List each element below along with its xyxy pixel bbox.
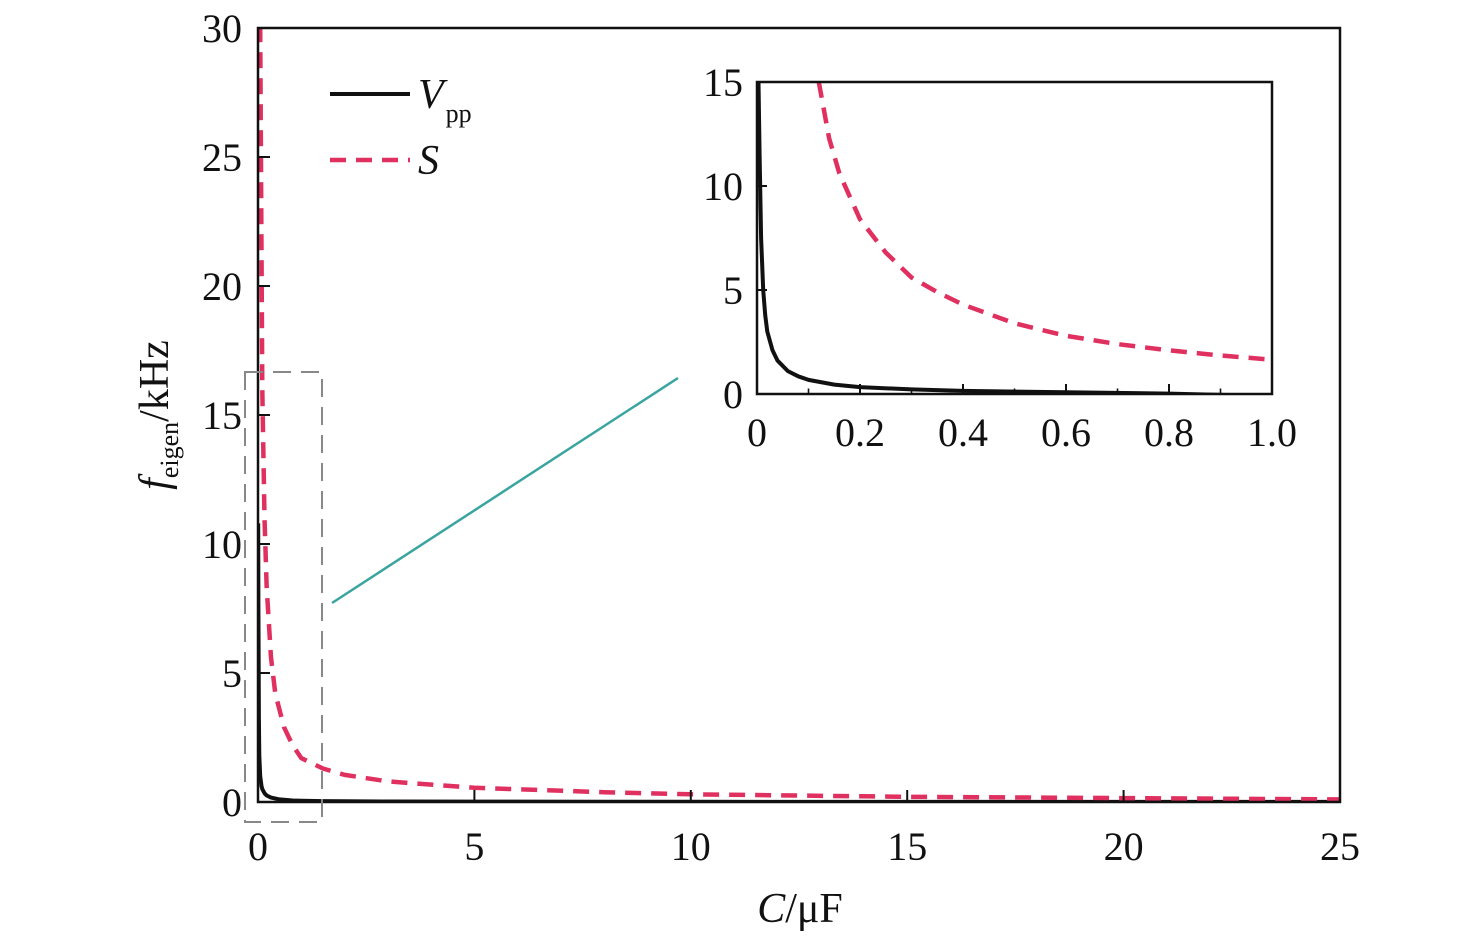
- inset-series-vpp-line: [757, 82, 1268, 394]
- inset-plot: 0 0.2 0.4 0.6 0.8 1.0 0 5 10 15: [703, 60, 1297, 455]
- main-x-tick-label: 25: [1320, 824, 1360, 869]
- inset-y-tick-label: 10: [703, 164, 743, 209]
- inset-series-s-line: [816, 82, 1272, 362]
- axis-labels: C/μF feigen/kHz: [132, 340, 843, 932]
- inset-x-tick-label: 0.2: [835, 410, 885, 455]
- legend: Vpp S: [330, 72, 472, 184]
- inset-y-tick-label: 0: [723, 372, 743, 417]
- main-plot: 0 5 10 15 20 25 0 5 10 15 20 25 30: [202, 6, 1360, 869]
- main-x-tick-label: 0: [248, 824, 268, 869]
- main-y-tick-label: 0: [222, 780, 242, 825]
- main-y-tick-label: 25: [202, 135, 242, 180]
- x-axis-variable: C: [757, 886, 786, 932]
- inset-plot-background: [757, 82, 1272, 394]
- zoom-annotations: [244, 371, 679, 823]
- inset-x-tick-label: 0.8: [1144, 410, 1194, 455]
- main-series-vpp-line: [258, 523, 1340, 802]
- inset-x-tick-label: 0: [747, 410, 767, 455]
- main-x-tick-label: 15: [887, 824, 927, 869]
- main-x-tick-label: 20: [1104, 824, 1144, 869]
- inset-x-tick-label: 1.0: [1247, 410, 1297, 455]
- main-y-tick-label: 5: [222, 651, 242, 696]
- legend-vpp-label: Vpp: [418, 72, 472, 128]
- x-axis-label: C/μF: [757, 886, 843, 932]
- legend-s-label: S: [418, 138, 439, 184]
- main-y-tick-label: 15: [202, 393, 242, 438]
- zoom-region-box: [244, 371, 323, 823]
- main-y-tick-label: 20: [202, 264, 242, 309]
- main-y-tick-label: 30: [202, 6, 242, 51]
- main-x-tick-label: 10: [671, 824, 711, 869]
- inset-x-tick-label: 0.6: [1041, 410, 1091, 455]
- inset-y-tick-label: 15: [703, 60, 743, 105]
- y-axis-subscript: eigen: [155, 422, 184, 478]
- main-x-tick-label: 5: [464, 824, 484, 869]
- inset-x-tick-label: 0.4: [938, 410, 988, 455]
- inset-y-tick-label: 5: [723, 268, 743, 313]
- x-axis-unit: /μF: [785, 886, 843, 932]
- main-y-tick-label: 10: [202, 522, 242, 567]
- y-axis-label: feigen/kHz: [132, 340, 184, 490]
- y-axis-unit: /kHz: [132, 340, 178, 422]
- zoom-connector-line: [331, 376, 679, 605]
